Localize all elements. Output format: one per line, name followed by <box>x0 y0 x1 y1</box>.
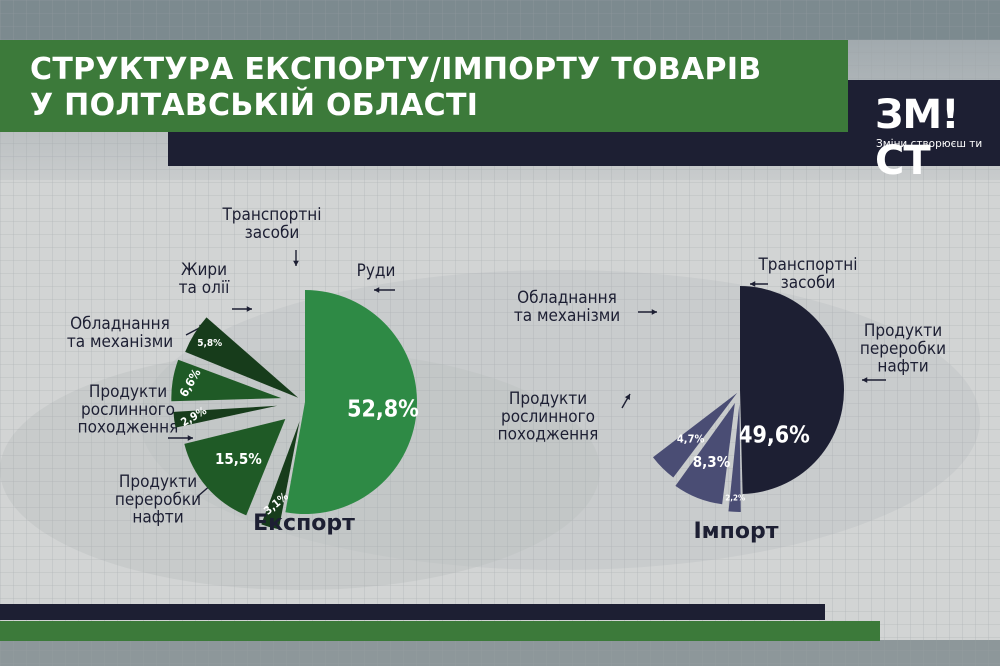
export-chart-title: Експорт <box>253 511 355 536</box>
export-slice-4 <box>173 405 278 428</box>
export-category-label-1: Руди <box>357 261 396 281</box>
import-category-label-4: Транспортні засоби <box>757 255 857 293</box>
title-band <box>0 40 848 132</box>
export-value-label-1: 52,8% <box>347 397 419 423</box>
export-category-label-4: Обладнання та механізми <box>67 314 173 352</box>
export-arrow-5-head <box>246 306 252 312</box>
import-arrow-4-head <box>750 281 756 287</box>
import-slice-1 <box>740 286 845 494</box>
page-title-line1: СТРУКТУРА ЕКСПОРТУ/ІМПОРТУ ТОВАРІВ <box>30 52 762 87</box>
import-value-label-2: 2,2% <box>725 493 745 502</box>
import-chart-title: Імпорт <box>694 519 779 544</box>
import-slice-3 <box>675 403 735 505</box>
import-value-label-1: 49,6% <box>738 423 810 449</box>
import-slice-2 <box>728 403 741 512</box>
export-value-label-3: 15,5% <box>215 450 262 468</box>
footer-green-band <box>0 621 880 641</box>
export-category-label-2: Продукти переробки нафти <box>115 472 201 528</box>
logo: ЗМ!СТ <box>875 92 959 184</box>
import-arrow-2-head <box>624 394 630 400</box>
import-arrow-3-head <box>651 309 657 315</box>
export-category-label-5: Жири та олії <box>179 260 231 298</box>
export-slice-3 <box>184 419 286 516</box>
export-slice-5 <box>171 359 282 402</box>
logo-tagline: Зміни створюєш ти <box>876 138 983 150</box>
export-value-label-6: 5,8% <box>197 338 222 349</box>
import-arrow-1-head <box>862 377 868 383</box>
export-arrow-1-head <box>374 287 380 293</box>
import-category-label-2: Продукти рослинного походження <box>498 389 599 445</box>
export-slice-1 <box>285 290 418 514</box>
export-slice-6 <box>185 317 299 398</box>
export-slice-2 <box>261 421 300 530</box>
page-title-line2: У ПОЛТАВСЬКІЙ ОБЛАСТІ <box>30 88 479 123</box>
import-category-label-1: Продукти переробки нафти <box>860 321 946 377</box>
import-slice-4 <box>652 392 738 478</box>
logo-box <box>848 80 1000 166</box>
export-value-label-4: 2,9% <box>179 404 209 429</box>
import-category-label-3: Обладнання та механізми <box>514 288 620 326</box>
footer-navy-band <box>0 604 825 620</box>
export-arrow-3-head <box>187 435 193 441</box>
export-arrow-6-head <box>293 260 299 266</box>
import-value-label-3: 8,3% <box>693 453 731 471</box>
export-category-label-3: Продукти рослинного походження <box>78 382 179 438</box>
import-value-label-4: 4,7% <box>677 433 705 446</box>
export-category-label-6: Транспортні засоби <box>221 205 321 243</box>
